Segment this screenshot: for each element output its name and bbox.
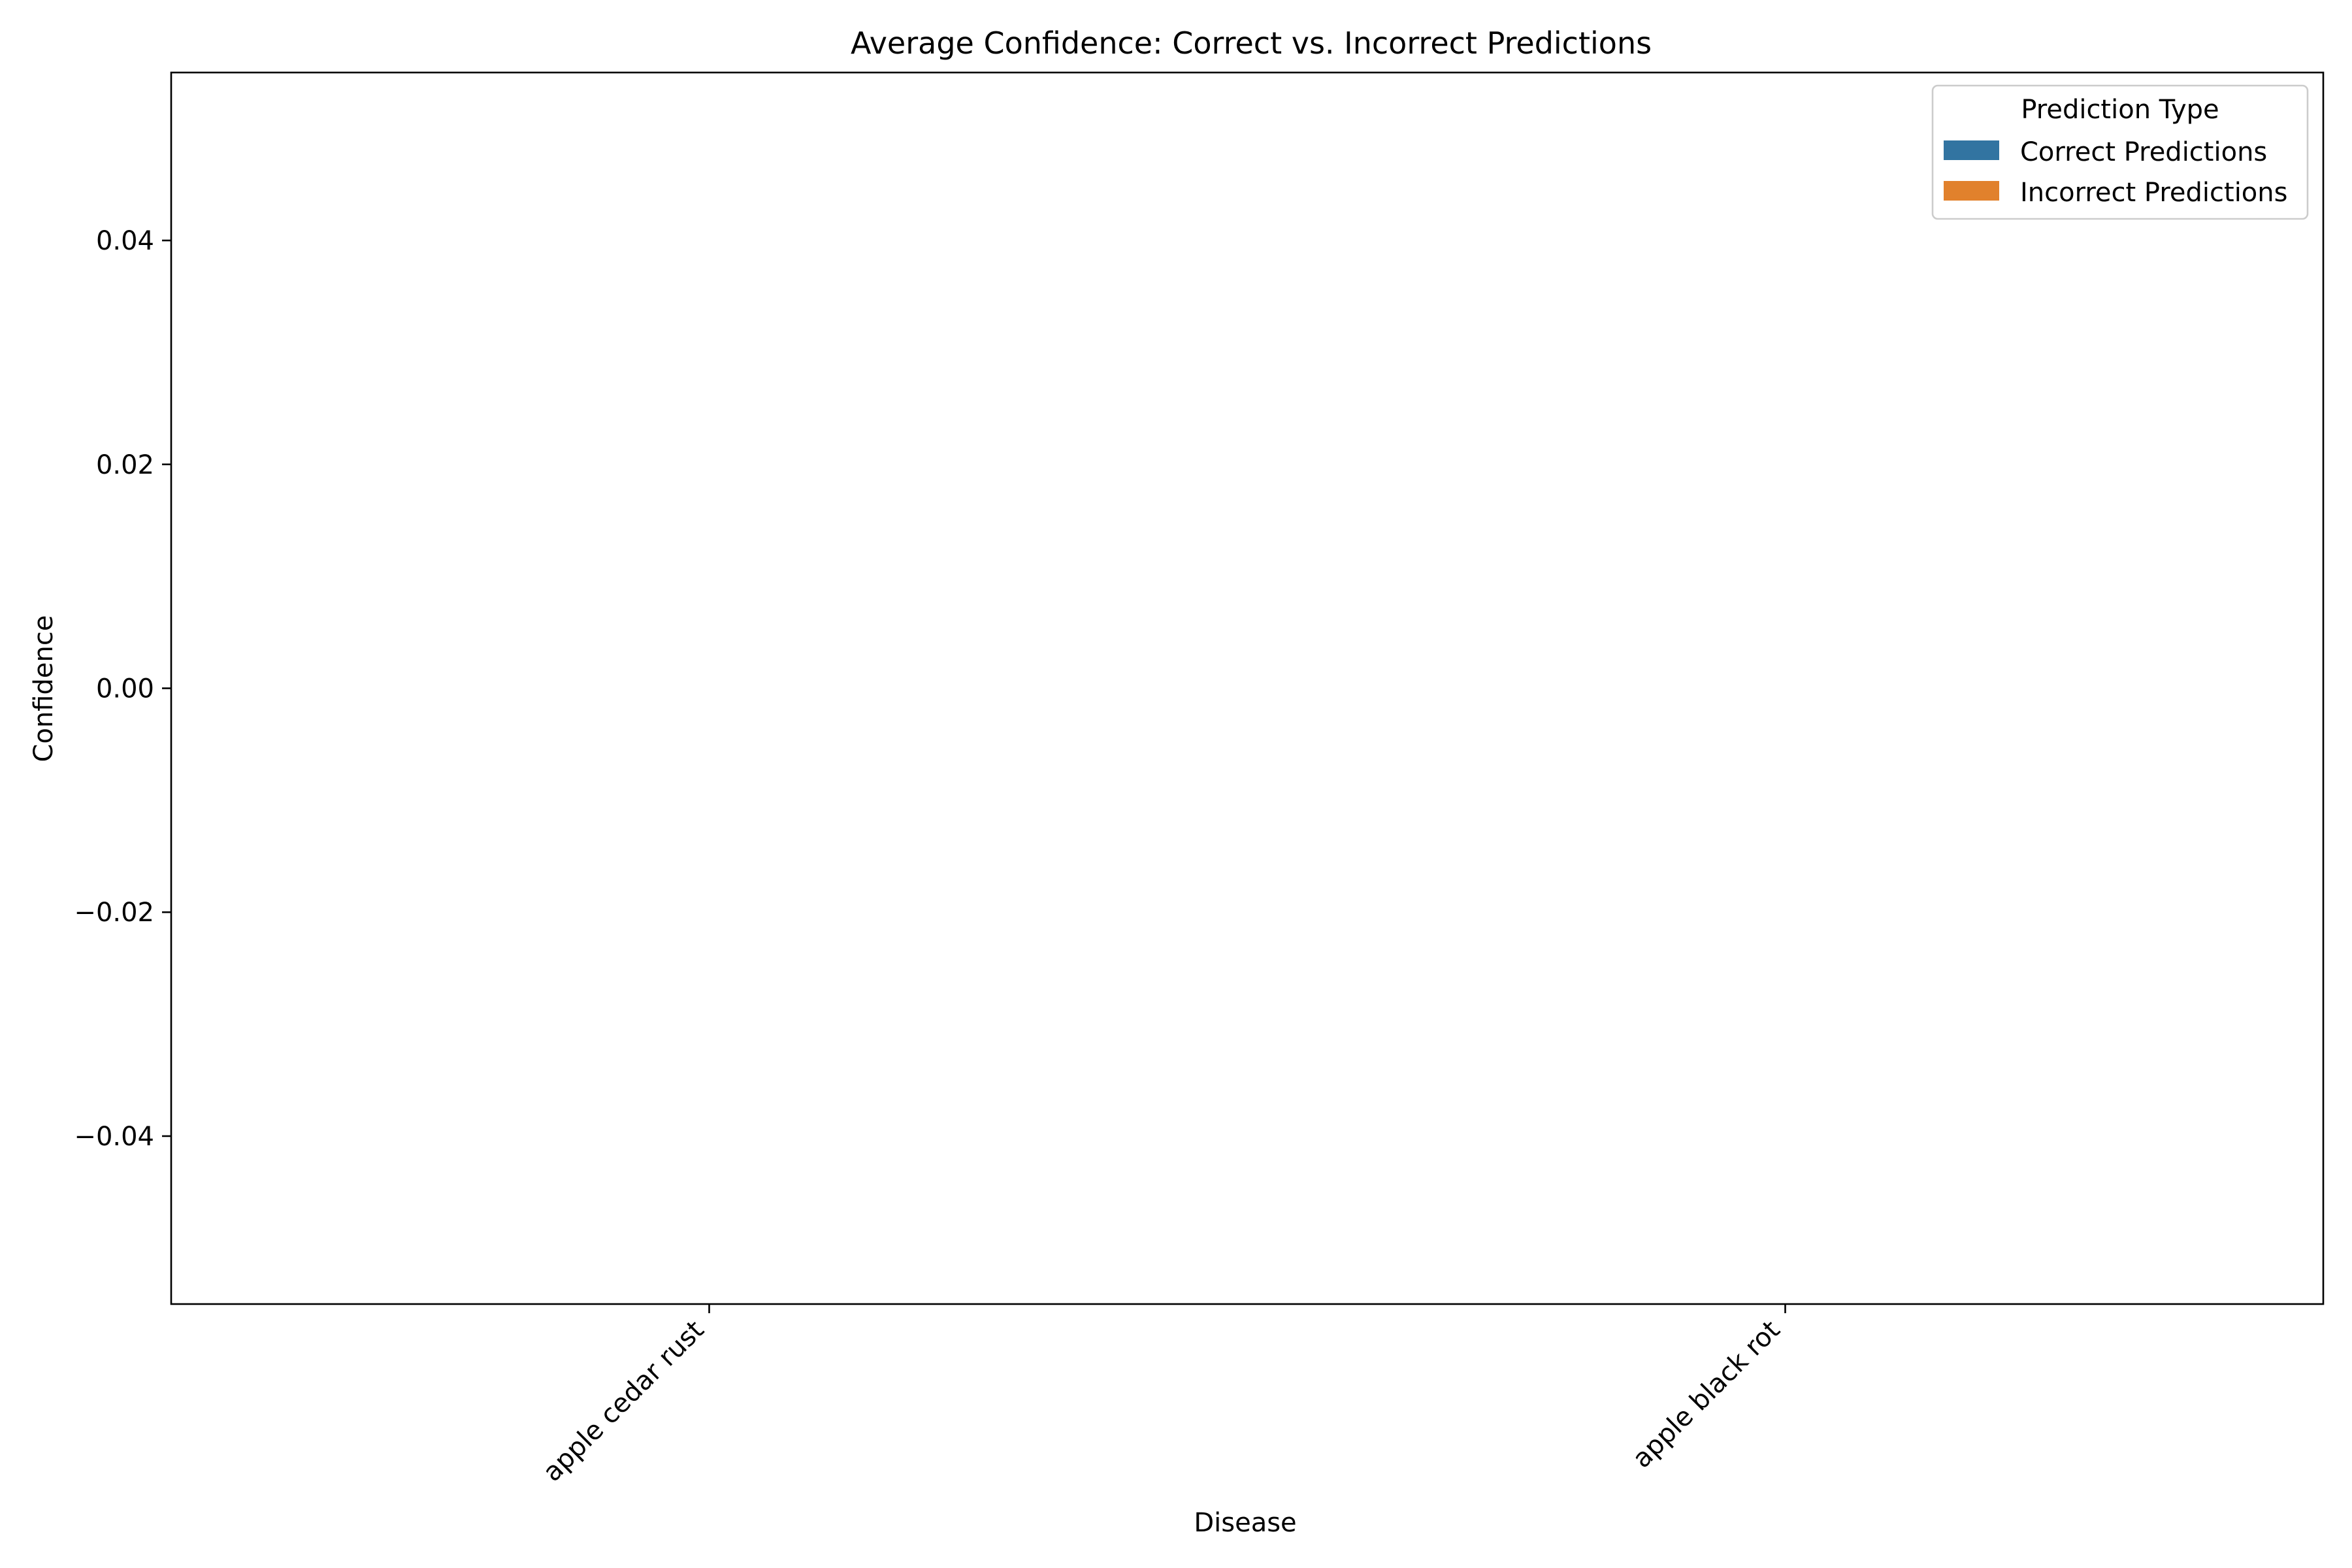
legend-title: Prediction Type [2021,95,2219,125]
legend-swatch-correct [1944,140,1999,160]
chart-title: Average Confidence: Correct vs. Incorrec… [851,25,1652,61]
legend: Prediction Type Correct Predictions Inco… [1931,84,2309,220]
y-axis: −0.04 −0.02 0.00 0.02 0.04 [74,226,171,1152]
y-tick-label: 0.02 [96,450,154,480]
y-tick-label: −0.04 [74,1122,154,1152]
y-axis-label: Confidence [29,615,59,762]
legend-label-incorrect: Incorrect Predictions [2020,178,2287,208]
legend-label-correct: Correct Predictions [2020,137,2267,167]
legend-frame [1931,84,2309,220]
legend-swatch-incorrect [1944,181,1999,201]
y-tick-label: 0.04 [96,226,154,256]
y-tick-label: −0.02 [74,898,154,928]
y-tick-label: 0.00 [96,674,154,704]
x-axis-label: Disease [1194,1508,1296,1538]
